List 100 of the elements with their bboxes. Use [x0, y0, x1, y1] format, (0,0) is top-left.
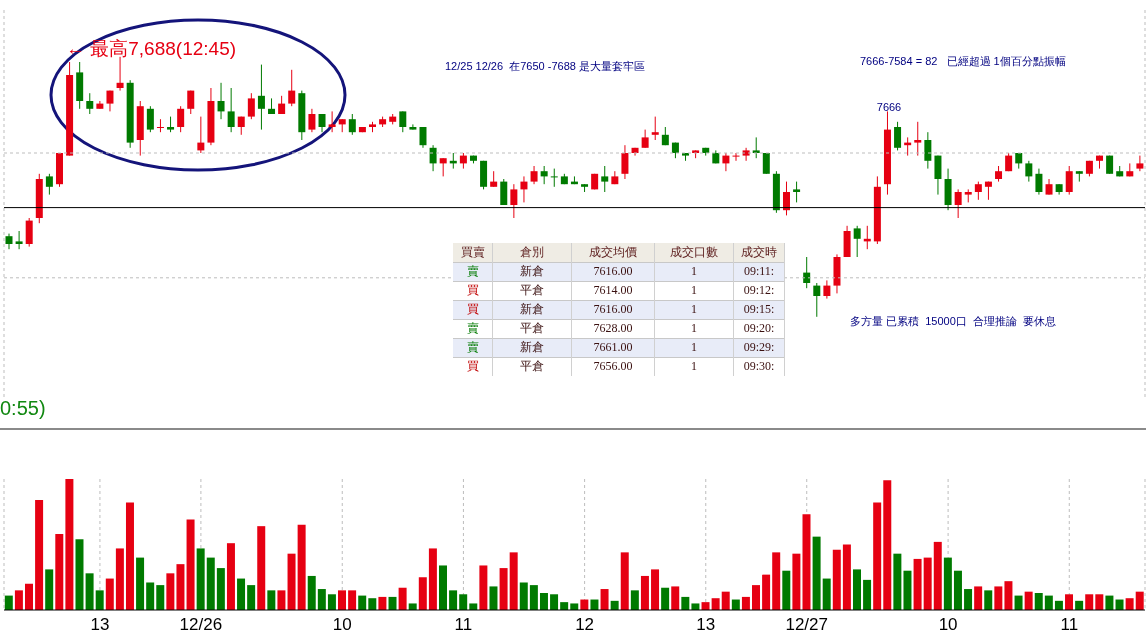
- candlestick: [914, 121, 922, 157]
- text: 平倉: [492, 319, 572, 338]
- bar: [842, 544, 851, 610]
- bar: [226, 543, 235, 610]
- bar: [994, 586, 1003, 610]
- bar: [721, 591, 730, 610]
- text: 賣: [453, 319, 493, 338]
- text: 1: [654, 338, 734, 357]
- candlestick: [853, 225, 861, 258]
- bar: [459, 594, 468, 610]
- bar: [156, 585, 165, 610]
- x-tick-label: 11: [1060, 615, 1079, 633]
- bar: [1044, 595, 1053, 610]
- bar: [277, 590, 286, 610]
- bar: [348, 590, 357, 610]
- text: 1: [654, 319, 734, 338]
- candlestick: [540, 165, 548, 185]
- candlestick: [227, 87, 235, 133]
- bar: [822, 578, 831, 610]
- annotation: 新倉: [492, 262, 572, 281]
- bar: [247, 585, 256, 610]
- candlestick: [510, 183, 518, 219]
- bar: [338, 590, 347, 610]
- candlestick: [308, 108, 316, 133]
- bar: [287, 553, 296, 610]
- bar: [176, 564, 185, 610]
- bar: [711, 598, 720, 610]
- bar: [166, 573, 175, 610]
- bar: [1135, 591, 1144, 610]
- bar: [4, 595, 13, 610]
- candlestick: [217, 82, 225, 120]
- candlestick: [177, 105, 185, 133]
- annotation: 7666-7584 = 82 已經超過 1個百分點振幅: [860, 55, 1066, 69]
- bar: [125, 502, 134, 610]
- category-label: 成交時: [733, 243, 785, 262]
- bar: [469, 603, 478, 610]
- bar: [984, 590, 993, 610]
- bar: [852, 569, 861, 610]
- bar: [1034, 592, 1043, 610]
- bar: [550, 594, 559, 610]
- bar: [1095, 594, 1104, 610]
- bar: [35, 499, 44, 610]
- candlestick: [803, 256, 811, 289]
- bar: [1085, 594, 1094, 610]
- candlestick: [752, 136, 760, 159]
- annotation: 12/25 12/26 在7650 -7688 是大量套牢區: [445, 60, 645, 74]
- candlestick: [419, 126, 427, 149]
- bar: [358, 595, 367, 610]
- annotation: 09:15:: [733, 300, 785, 319]
- x-tick-label: 12/26: [179, 615, 223, 633]
- candlestick: [318, 113, 326, 133]
- bar: [863, 579, 872, 610]
- bar: [570, 603, 579, 610]
- bar: [782, 570, 791, 610]
- annotation: 多方量 已累積 15000口 合理推論 要休息: [850, 315, 1056, 329]
- bar: [630, 590, 639, 610]
- bar: [529, 585, 538, 610]
- candlestick: [15, 230, 23, 250]
- annotation: 09:11:: [733, 262, 785, 281]
- text: 1: [654, 357, 734, 376]
- candlestick: [1065, 165, 1073, 196]
- bar: [449, 590, 458, 610]
- bar: [832, 549, 841, 610]
- bar: [196, 548, 205, 610]
- annotation: 1: [654, 281, 734, 300]
- candlestick: [146, 105, 154, 133]
- bar: [378, 596, 387, 610]
- candlestick: [288, 69, 296, 107]
- bar: [509, 552, 518, 610]
- candlestick: [25, 217, 33, 248]
- candlestick: [500, 178, 508, 206]
- candlestick: [813, 282, 821, 318]
- text: 平倉: [492, 357, 572, 376]
- text: 7628.00: [571, 319, 655, 338]
- text: 7661.00: [571, 338, 655, 357]
- bar: [388, 596, 397, 610]
- text: 09:29:: [733, 338, 785, 357]
- bar: [600, 589, 609, 610]
- bar: [1024, 591, 1033, 610]
- bar: [539, 592, 548, 610]
- bar: [933, 541, 942, 610]
- candlestick: [1025, 160, 1033, 183]
- annotation: 1: [654, 262, 734, 281]
- bar: [1105, 595, 1114, 610]
- category-label: 成交均價: [571, 243, 655, 262]
- bar: [398, 587, 407, 610]
- candlestick: [1136, 155, 1144, 172]
- bar: [772, 552, 781, 610]
- bar: [802, 514, 811, 610]
- candlestick: [156, 118, 164, 133]
- x-tick-label: 10: [938, 615, 958, 633]
- bar: [691, 603, 700, 610]
- candlestick: [793, 181, 801, 203]
- annotation: 7614.00: [571, 281, 655, 300]
- bar: [1065, 594, 1074, 610]
- bar: [893, 553, 902, 610]
- bar: [438, 565, 447, 610]
- bar: [307, 575, 316, 610]
- bar: [681, 596, 690, 610]
- bar: [216, 568, 225, 610]
